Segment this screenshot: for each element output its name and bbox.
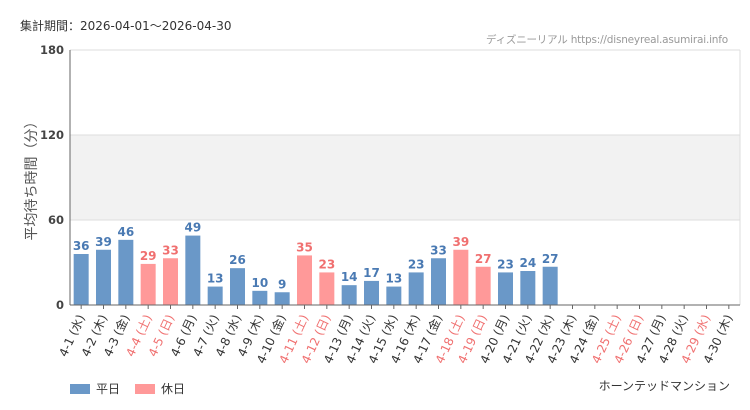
bar [520,271,536,305]
period-label: 集計期間：2026-04-01～2026-04-30 [20,19,232,33]
bar [297,255,312,305]
bar-value-label: 24 [519,256,536,270]
bar [319,272,335,305]
y-tick-label: 120 [40,128,64,142]
attraction-name: ホーンテッドマンション [598,379,730,393]
bar [453,249,469,305]
bar-value-label: 23 [497,257,514,271]
legend-swatch-holiday [135,383,155,394]
bar [230,268,245,305]
bar-value-label: 17 [363,266,380,280]
bar [386,286,402,305]
y-tick-label: 60 [48,213,64,227]
bar [542,266,558,305]
bar-value-label: 27 [475,252,492,266]
bar [73,254,89,305]
bar-value-label: 13 [207,272,224,286]
bar-value-label: 10 [251,276,268,290]
shaded-band [70,135,740,220]
bar [408,272,424,305]
bar [498,272,513,305]
bar [341,285,357,305]
legend-label-holiday: 休日 [161,382,186,396]
bar-value-label: 23 [318,257,335,271]
bar [252,290,268,305]
bar-value-label: 35 [296,240,313,254]
bar-value-label: 27 [542,252,559,266]
bar [207,286,223,305]
bar-value-label: 23 [408,257,425,271]
source-credit: ディズニーリアル https://disneyreal.asumirai.inf… [486,34,728,46]
bar [163,258,178,305]
bar-value-label: 49 [184,221,201,235]
bar-value-label: 29 [140,249,157,263]
bar [185,235,201,305]
legend-swatch-weekday [70,383,90,394]
bar-value-label: 39 [452,235,469,249]
bar [118,239,134,305]
bar-value-label: 46 [117,225,134,239]
bar-value-label: 39 [95,235,112,249]
bar [431,258,446,305]
legend-item-holiday: 休日 [135,380,185,397]
bar-value-label: 9 [278,277,286,291]
bar [364,280,379,305]
bar [475,266,491,305]
bar [96,249,111,305]
bar [140,263,156,305]
bar [274,292,290,305]
y-tick-label: 180 [40,43,64,57]
legend-item-weekday: 平日 [70,380,120,397]
legend-label-weekday: 平日 [96,382,121,396]
bar-value-label: 14 [341,270,358,284]
bar-value-label: 33 [430,243,447,257]
bar-value-label: 36 [73,239,90,253]
y-tick-label: 0 [56,298,64,312]
bar-value-label: 13 [385,272,402,286]
bar-value-label: 33 [162,243,179,257]
bar-value-label: 26 [229,253,246,267]
y-axis-label: 平均待ち時間（分） [24,115,40,241]
